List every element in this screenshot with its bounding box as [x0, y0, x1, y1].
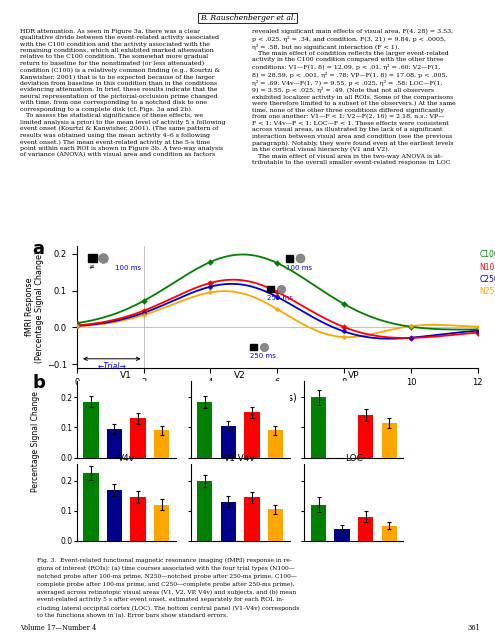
Text: revealed significant main effects of visual area, F(4, 28) = 3.53,
p < .025, η² : revealed significant main effects of vis… [252, 29, 456, 165]
Bar [130, 497, 146, 541]
Title: V1: V1 [120, 371, 132, 380]
Text: 100 ms: 100 ms [286, 265, 312, 271]
Bar [267, 286, 274, 292]
Text: ←Trial→: ←Trial→ [98, 362, 126, 371]
Bar [221, 426, 236, 458]
Bar [250, 344, 257, 350]
Bar [268, 509, 283, 541]
Text: Percentage Signal Change: Percentage Signal Change [31, 391, 40, 492]
Text: N250: N250 [479, 287, 495, 296]
Bar [89, 254, 97, 262]
Text: complete probe after 100-ms prime, and C250—complete probe after 250-ms prime),: complete probe after 100-ms prime, and C… [37, 582, 295, 587]
Title: V1-V4v: V1-V4v [224, 454, 256, 463]
Text: Volume 17—Number 4: Volume 17—Number 4 [20, 625, 96, 632]
Text: C250: C250 [479, 275, 495, 284]
Bar [130, 419, 146, 458]
Title: LOC: LOC [345, 454, 363, 463]
Text: HDR attenuation. As seen in Figure 3a, there was a clear
qualitative divide betw: HDR attenuation. As seen in Figure 3a, t… [20, 29, 225, 157]
Text: ≠: ≠ [88, 264, 94, 269]
Y-axis label: fMRI Response
(Percentage Signal Change): fMRI Response (Percentage Signal Change) [25, 251, 44, 364]
Bar [197, 402, 212, 458]
Bar [382, 423, 397, 458]
Bar [221, 502, 236, 541]
Text: Fig. 3.  Event-related functional magnetic resonance imaging (fMRI) response in : Fig. 3. Event-related functional magneti… [37, 558, 292, 563]
Bar [311, 397, 326, 458]
Text: a: a [32, 240, 44, 258]
Bar [83, 473, 99, 541]
Text: to the functions shown in (a). Error bars show standard errors.: to the functions shown in (a). Error bar… [37, 613, 228, 618]
Text: b: b [32, 374, 45, 392]
Bar [83, 402, 99, 458]
Text: C100: C100 [479, 250, 495, 259]
Text: 250 ms: 250 ms [267, 295, 293, 301]
Bar [197, 481, 212, 541]
Text: 250 ms: 250 ms [250, 353, 276, 358]
Bar [358, 516, 373, 541]
Bar [107, 490, 122, 541]
Text: gions of interest (ROIs): (a) time courses associated with the four trial types : gions of interest (ROIs): (a) time cours… [37, 566, 295, 572]
Bar [268, 431, 283, 458]
Text: averaged across retinotopic visual areas (V1, V2, VP, V4v) and subjects, and (b): averaged across retinotopic visual areas… [37, 589, 297, 595]
X-axis label: Time (s): Time (s) [257, 392, 297, 403]
Title: VP: VP [348, 371, 360, 380]
Bar [286, 255, 293, 262]
Title: V2: V2 [234, 371, 246, 380]
Text: 100 ms: 100 ms [115, 265, 141, 271]
Text: cluding lateral occipital cortex (LOC). The bottom central panel (V1–V4v) corres: cluding lateral occipital cortex (LOC). … [37, 605, 299, 611]
Title: V4v: V4v [118, 454, 135, 463]
Text: N100: N100 [479, 263, 495, 272]
Bar [107, 429, 122, 458]
Bar [244, 412, 259, 458]
Bar [382, 525, 397, 541]
Bar [335, 529, 350, 541]
Text: event-related activity 5 s after event onset, estimated separately for each ROI,: event-related activity 5 s after event o… [37, 598, 284, 602]
Text: notched probe after 100-ms prime, N250—notched probe after 250-ms prime, C100—: notched probe after 100-ms prime, N250—n… [37, 574, 297, 579]
Text: B. Rauschenberger et al.: B. Rauschenberger et al. [199, 14, 296, 22]
Bar [244, 497, 259, 541]
Bar [154, 505, 169, 541]
Bar [154, 431, 169, 458]
Bar [358, 415, 373, 458]
Bar [311, 505, 326, 541]
Text: 361: 361 [467, 625, 480, 632]
